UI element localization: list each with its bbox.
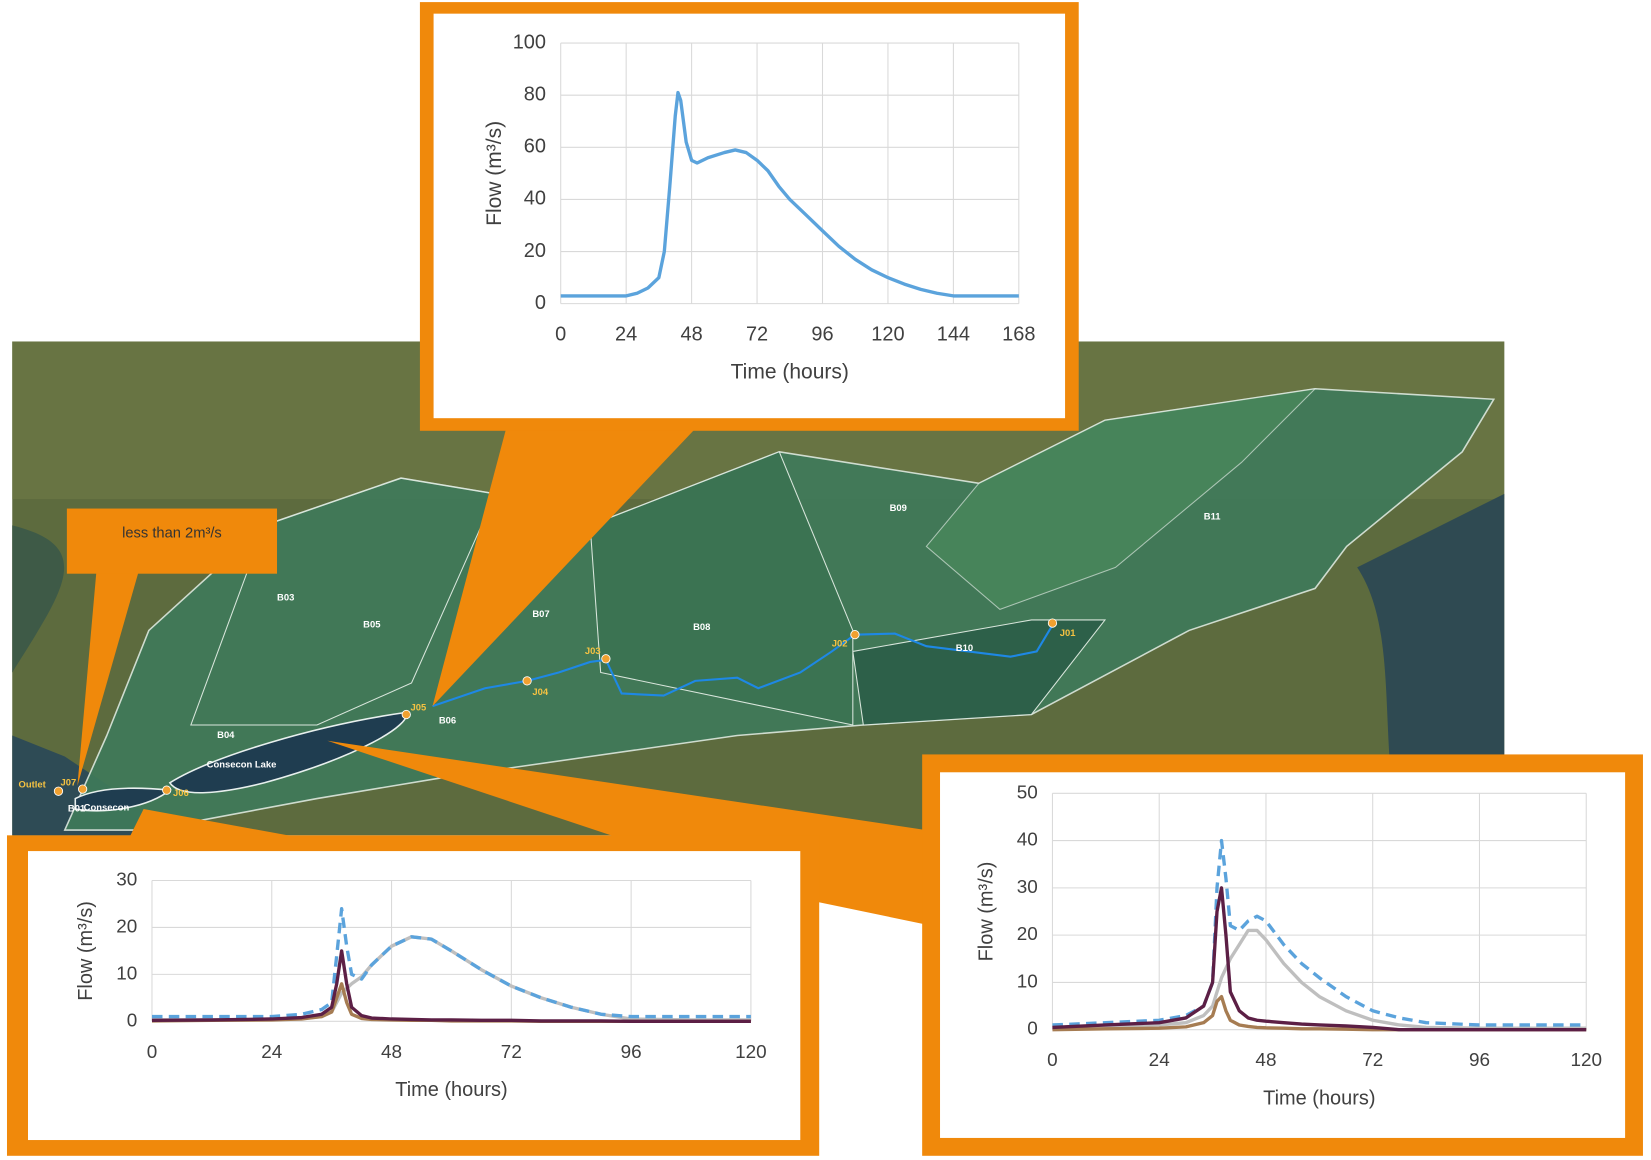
x-tick-label: 120 (1570, 1050, 1602, 1071)
junction-label: J02 (832, 639, 848, 650)
junction-label: J05 (410, 703, 426, 714)
y-tick-label: 20 (524, 240, 546, 262)
x-tick-label: 120 (735, 1042, 767, 1063)
x-tick-label: 0 (147, 1042, 158, 1063)
y-tick-label: 0 (1027, 1019, 1038, 1040)
map-label: B10 (956, 643, 973, 654)
map-label: B06 (439, 715, 456, 726)
panel (434, 14, 1065, 419)
x-tick-label: 48 (381, 1042, 402, 1063)
x-tick-label: 72 (1362, 1050, 1383, 1071)
lake-label: Consecon Lake (207, 759, 277, 770)
y-axis-title: Flow (m³/s) (483, 121, 506, 226)
lake-label: Consecon (84, 803, 130, 814)
x-tick-label: 24 (1149, 1050, 1170, 1071)
junction-label: J04 (532, 687, 548, 698)
x-tick-label: 48 (1255, 1050, 1276, 1071)
y-tick-label: 0 (127, 1010, 138, 1031)
junction-label: J03 (585, 646, 601, 657)
y-tick-label: 10 (116, 963, 137, 984)
y-tick-label: 50 (1017, 782, 1038, 803)
x-tick-label: 96 (1469, 1050, 1490, 1071)
y-tick-label: 100 (513, 31, 546, 53)
x-tick-label: 72 (501, 1042, 522, 1063)
map-label: B04 (217, 730, 235, 741)
x-tick-label: 96 (621, 1042, 642, 1063)
y-tick-label: 60 (524, 136, 546, 158)
x-tick-label: 120 (871, 323, 904, 345)
map-label: B11 (1204, 511, 1221, 522)
figure: B01 B03 B04 B05 B06 B07 B08 B09 B10 B11 … (0, 0, 1651, 1160)
y-axis-title: Flow (m³/s) (75, 901, 97, 1001)
y-tick-label: 40 (524, 188, 546, 210)
map-label: B07 (532, 609, 549, 620)
x-axis-title: Time (hours) (1263, 1087, 1375, 1109)
map-label: B01 (68, 804, 85, 815)
page: {"chart_data": [ {"type": "line", "xlabe… (0, 0, 1651, 1160)
y-tick-label: 20 (1017, 924, 1038, 945)
x-tick-label: 168 (1002, 323, 1035, 345)
map-label: B08 (693, 622, 710, 633)
junction-label: J06 (173, 788, 189, 799)
x-tick-label: 0 (1047, 1050, 1058, 1071)
junction-label: J01 (1060, 628, 1076, 639)
x-tick-label: 24 (261, 1042, 282, 1063)
y-tick-label: 80 (524, 83, 546, 105)
y-tick-label: 40 (1017, 830, 1038, 851)
y-tick-label: 20 (116, 916, 137, 937)
y-tick-label: 10 (1017, 971, 1038, 992)
map-label: B05 (363, 620, 380, 631)
y-axis-title: Flow (m³/s) (976, 862, 998, 962)
map-label: B09 (890, 503, 907, 514)
x-tick-label: 48 (681, 323, 703, 345)
x-tick-label: 0 (555, 323, 566, 345)
y-tick-label: 30 (116, 870, 137, 891)
y-tick-label: 30 (1017, 877, 1038, 898)
callout-text: less than 2m³/s (122, 526, 222, 542)
x-tick-label: 96 (811, 323, 833, 345)
y-tick-label: 0 (535, 292, 546, 314)
x-axis-title: Time (hours) (395, 1079, 507, 1101)
panel (940, 772, 1625, 1138)
x-tick-label: 24 (615, 323, 637, 345)
x-tick-label: 144 (937, 323, 970, 345)
x-axis-title: Time (hours) (731, 361, 849, 384)
map-label: B03 (277, 592, 294, 603)
x-tick-label: 72 (746, 323, 768, 345)
outlet-label: Outlet (19, 779, 47, 790)
junction-label: J07 (61, 777, 77, 788)
